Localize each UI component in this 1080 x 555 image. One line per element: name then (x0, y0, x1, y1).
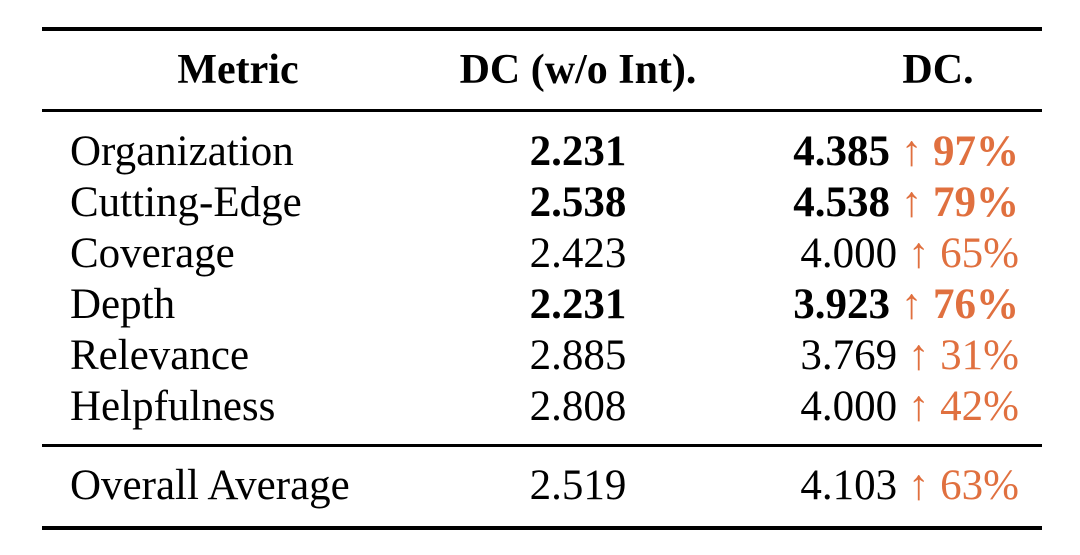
bottom-rule (42, 526, 1042, 530)
table-row: Depth 2.231 3.923 ↑ 76% (42, 279, 1042, 330)
without-int-value: 2.885 (529, 332, 627, 379)
up-arrow-icon: ↑ (900, 128, 923, 175)
without-int-value: 2.231 (529, 128, 627, 175)
metric-name: Coverage (70, 230, 235, 277)
metric-name: Helpfulness (70, 383, 276, 430)
average-without-int-value: 2.519 (529, 462, 627, 509)
average-row: Overall Average 2.519 4.103 ↑ 63% (42, 460, 1042, 511)
header-dc-without-int: DC (w/o Int). (459, 47, 697, 93)
header-metric: Metric (177, 47, 299, 93)
results-table: Metric DC (w/o Int). DC. Organization 2.… (42, 27, 1042, 530)
metric-name: Depth (70, 281, 176, 328)
up-arrow-icon: ↑ (907, 383, 930, 430)
average-dc-value: 4.103 (800, 462, 898, 509)
average-gain-value: 63% (940, 462, 1019, 509)
up-arrow-icon: ↑ (907, 462, 930, 509)
gain-value: 79% (933, 179, 1019, 226)
average-label: Overall Average (70, 462, 350, 509)
up-arrow-icon: ↑ (900, 281, 923, 328)
table-row: Coverage 2.423 4.000 ↑ 65% (42, 228, 1042, 279)
table-row: Relevance 2.885 3.769 ↑ 31% (42, 330, 1042, 381)
dc-cell: 4.538 ↑ 79% (793, 177, 1019, 228)
gain-value: 97% (933, 128, 1019, 175)
metric-name: Cutting-Edge (70, 179, 302, 226)
average-dc-cell: 4.103 ↑ 63% (800, 460, 1019, 511)
header-row: Metric DC (w/o Int). DC. (42, 31, 1042, 109)
without-int-value: 2.423 (529, 230, 627, 277)
header-dc: DC. (902, 47, 974, 93)
without-int-value: 2.808 (529, 383, 627, 430)
table-row: Organization 2.231 4.385 ↑ 97% (42, 126, 1042, 177)
average-block: Overall Average 2.519 4.103 ↑ 63% (42, 447, 1042, 526)
header-rule (42, 109, 1042, 112)
up-arrow-icon: ↑ (907, 332, 930, 379)
average-rule (42, 444, 1042, 447)
gain-value: 76% (933, 281, 1019, 328)
dc-value: 3.923 (793, 281, 890, 328)
dc-value: 4.538 (793, 179, 890, 226)
table-row: Helpfulness 2.808 4.000 ↑ 42% (42, 381, 1042, 432)
gain-value: 42% (940, 383, 1019, 430)
dc-cell: 3.923 ↑ 76% (793, 279, 1019, 330)
up-arrow-icon: ↑ (907, 230, 930, 277)
table-body: Organization 2.231 4.385 ↑ 97% Cutting-E… (42, 112, 1042, 444)
top-rule (42, 27, 1042, 31)
dc-value: 4.385 (793, 128, 890, 175)
dc-value: 4.000 (800, 383, 898, 430)
without-int-value: 2.538 (529, 179, 627, 226)
dc-value: 4.000 (800, 230, 898, 277)
without-int-value: 2.231 (529, 281, 627, 328)
gain-value: 65% (940, 230, 1019, 277)
metric-name: Organization (70, 128, 294, 175)
dc-cell: 3.769 ↑ 31% (800, 330, 1019, 381)
dc-value: 3.769 (800, 332, 898, 379)
dc-cell: 4.000 ↑ 65% (800, 228, 1019, 279)
up-arrow-icon: ↑ (900, 179, 923, 226)
dc-cell: 4.385 ↑ 97% (793, 126, 1019, 177)
table-row: Cutting-Edge 2.538 4.538 ↑ 79% (42, 177, 1042, 228)
metric-name: Relevance (70, 332, 250, 379)
gain-value: 31% (940, 332, 1019, 379)
dc-cell: 4.000 ↑ 42% (800, 381, 1019, 432)
